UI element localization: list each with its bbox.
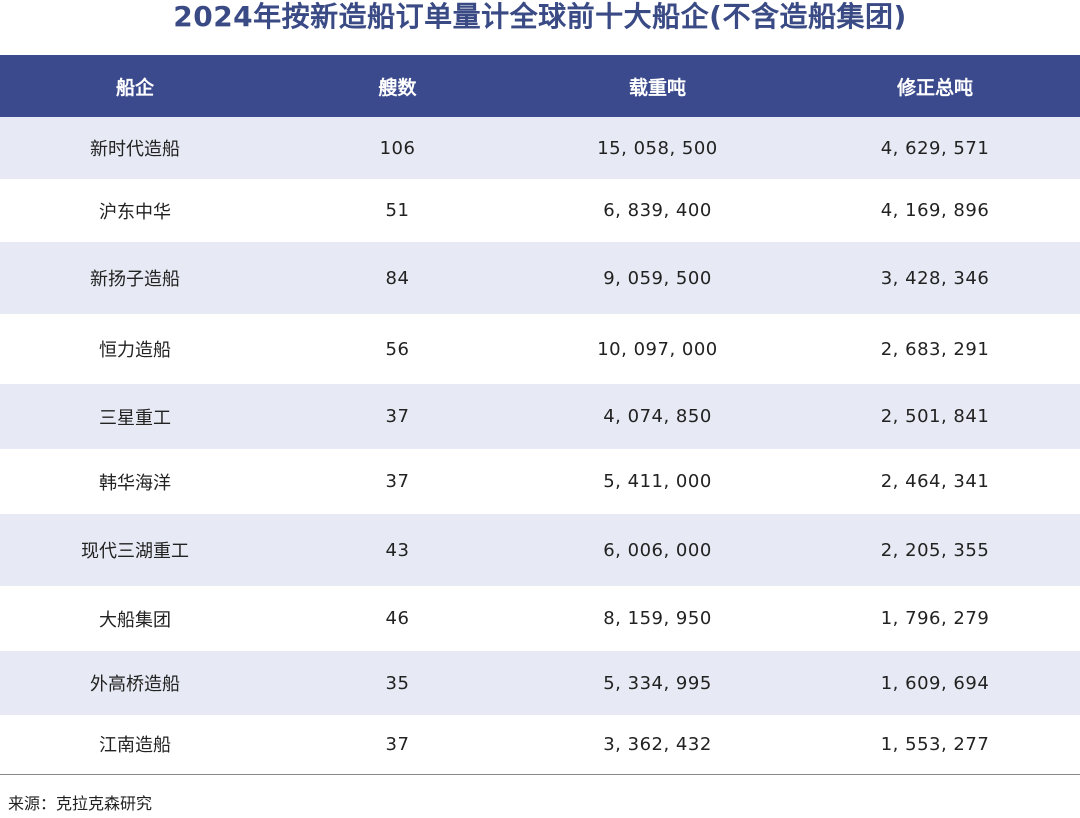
cell-ships: 56 xyxy=(270,314,525,384)
cell-cgt: 4, 169, 896 xyxy=(790,179,1080,242)
cell-cgt: 2, 205, 355 xyxy=(790,514,1080,586)
table-row: 三星重工 37 4, 074, 850 2, 501, 841 xyxy=(0,384,1080,449)
table-row: 现代三湖重工 43 6, 006, 000 2, 205, 355 xyxy=(0,514,1080,586)
cell-ships: 106 xyxy=(270,117,525,179)
cell-company: 大船集团 xyxy=(0,586,270,651)
cell-cgt: 2, 501, 841 xyxy=(790,384,1080,449)
table-row: 沪东中华 51 6, 839, 400 4, 169, 896 xyxy=(0,179,1080,242)
cell-cgt: 3, 428, 346 xyxy=(790,242,1080,314)
table-row: 新时代造船 106 15, 058, 500 4, 629, 571 xyxy=(0,117,1080,179)
cell-cgt: 4, 629, 571 xyxy=(790,117,1080,179)
table-row: 大船集团 46 8, 159, 950 1, 796, 279 xyxy=(0,586,1080,651)
cell-dwt: 8, 159, 950 xyxy=(525,586,790,651)
table-row: 外高桥造船 35 5, 334, 995 1, 609, 694 xyxy=(0,651,1080,715)
cell-dwt: 5, 334, 995 xyxy=(525,651,790,715)
cell-dwt: 3, 362, 432 xyxy=(525,715,790,775)
cell-ships: 43 xyxy=(270,514,525,586)
cell-ships: 51 xyxy=(270,179,525,242)
cell-company: 外高桥造船 xyxy=(0,651,270,715)
table-row: 恒力造船 56 10, 097, 000 2, 683, 291 xyxy=(0,314,1080,384)
cell-company: 现代三湖重工 xyxy=(0,514,270,586)
cell-cgt: 1, 553, 277 xyxy=(790,715,1080,775)
cell-company: 三星重工 xyxy=(0,384,270,449)
header-ships: 艘数 xyxy=(270,55,525,117)
cell-dwt: 9, 059, 500 xyxy=(525,242,790,314)
source-note: 来源：克拉克森研究 xyxy=(8,794,153,813)
cell-ships: 46 xyxy=(270,586,525,651)
cell-cgt: 2, 464, 341 xyxy=(790,449,1080,514)
cell-company: 恒力造船 xyxy=(0,314,270,384)
cell-company: 沪东中华 xyxy=(0,179,270,242)
cell-ships: 35 xyxy=(270,651,525,715)
table-row: 韩华海洋 37 5, 411, 000 2, 464, 341 xyxy=(0,449,1080,514)
cell-cgt: 2, 683, 291 xyxy=(790,314,1080,384)
table-row: 新扬子造船 84 9, 059, 500 3, 428, 346 xyxy=(0,242,1080,314)
cell-ships: 84 xyxy=(270,242,525,314)
cell-ships: 37 xyxy=(270,715,525,775)
cell-company: 新扬子造船 xyxy=(0,242,270,314)
cell-dwt: 6, 839, 400 xyxy=(525,179,790,242)
page-title: 2024年按新造船订单量计全球前十大船企(不含造船集团) xyxy=(173,0,907,33)
cell-ships: 37 xyxy=(270,449,525,514)
cell-cgt: 1, 796, 279 xyxy=(790,586,1080,651)
table-header-row: 船企 艘数 载重吨 修正总吨 xyxy=(0,55,1080,117)
cell-dwt: 10, 097, 000 xyxy=(525,314,790,384)
header-company: 船企 xyxy=(0,55,270,117)
cell-ships: 37 xyxy=(270,384,525,449)
cell-dwt: 5, 411, 000 xyxy=(525,449,790,514)
cell-dwt: 4, 074, 850 xyxy=(525,384,790,449)
cell-company: 江南造船 xyxy=(0,715,270,775)
cell-dwt: 6, 006, 000 xyxy=(525,514,790,586)
cell-dwt: 15, 058, 500 xyxy=(525,117,790,179)
cell-company: 韩华海洋 xyxy=(0,449,270,514)
shipbuilder-table: 船企 艘数 载重吨 修正总吨 新时代造船 106 15, 058, 500 4,… xyxy=(0,55,1080,775)
header-dwt: 载重吨 xyxy=(525,55,790,117)
table-row: 江南造船 37 3, 362, 432 1, 553, 277 xyxy=(0,715,1080,775)
header-cgt: 修正总吨 xyxy=(790,55,1080,117)
cell-cgt: 1, 609, 694 xyxy=(790,651,1080,715)
cell-company: 新时代造船 xyxy=(0,117,270,179)
